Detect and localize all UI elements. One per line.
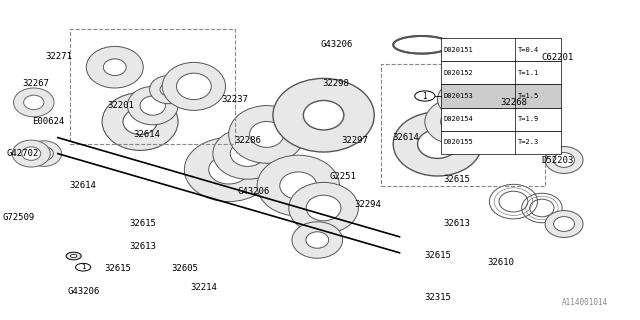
Ellipse shape [280, 172, 317, 199]
Text: C62201: C62201 [541, 53, 574, 62]
Ellipse shape [438, 81, 488, 118]
Ellipse shape [123, 109, 157, 135]
Text: 32286: 32286 [234, 136, 261, 145]
Text: E00624: E00624 [32, 117, 65, 126]
Text: 32298: 32298 [323, 79, 349, 88]
FancyBboxPatch shape [441, 84, 561, 108]
Text: 32214: 32214 [190, 284, 217, 292]
Ellipse shape [425, 99, 488, 145]
Text: G2251: G2251 [329, 172, 356, 180]
Ellipse shape [127, 86, 178, 125]
Text: 1: 1 [81, 264, 85, 270]
Ellipse shape [160, 83, 177, 96]
Ellipse shape [306, 232, 329, 248]
Ellipse shape [13, 88, 54, 117]
Ellipse shape [417, 130, 458, 158]
Text: 32237: 32237 [221, 95, 248, 104]
Ellipse shape [184, 138, 273, 202]
Text: 32615: 32615 [443, 175, 470, 184]
Ellipse shape [22, 147, 41, 160]
Ellipse shape [177, 73, 211, 100]
Ellipse shape [228, 106, 305, 163]
Ellipse shape [162, 62, 225, 110]
Ellipse shape [24, 95, 44, 109]
Text: 32315: 32315 [424, 293, 451, 302]
Ellipse shape [306, 195, 341, 221]
Ellipse shape [35, 147, 53, 161]
Text: G43206: G43206 [67, 287, 99, 296]
Text: A114001014: A114001014 [562, 298, 609, 307]
Ellipse shape [104, 59, 126, 76]
Text: G43206: G43206 [320, 40, 353, 49]
Ellipse shape [451, 91, 474, 108]
Ellipse shape [102, 93, 178, 150]
Text: T=1.5: T=1.5 [518, 93, 539, 99]
Ellipse shape [289, 182, 358, 234]
Text: 1: 1 [422, 92, 428, 100]
FancyBboxPatch shape [441, 131, 561, 154]
Ellipse shape [303, 100, 344, 130]
Text: T=0.4: T=0.4 [518, 47, 539, 53]
Text: 32615: 32615 [104, 264, 131, 273]
Ellipse shape [86, 46, 143, 88]
Ellipse shape [554, 153, 575, 167]
Text: T=2.3: T=2.3 [518, 139, 539, 145]
Text: 32613: 32613 [130, 242, 157, 251]
Ellipse shape [213, 128, 282, 179]
Text: 32614: 32614 [133, 130, 160, 139]
Circle shape [66, 252, 81, 260]
Text: 32610: 32610 [487, 258, 514, 267]
Text: G42702: G42702 [7, 149, 39, 158]
Text: 32201: 32201 [108, 101, 134, 110]
Ellipse shape [40, 151, 48, 156]
Ellipse shape [292, 222, 342, 258]
Text: 32605: 32605 [171, 264, 198, 273]
Ellipse shape [554, 217, 575, 231]
Ellipse shape [441, 110, 472, 133]
Ellipse shape [209, 155, 248, 184]
Text: G43206: G43206 [238, 188, 270, 196]
Text: 32271: 32271 [45, 52, 72, 60]
Ellipse shape [140, 96, 165, 115]
Ellipse shape [230, 141, 265, 166]
Text: 32615: 32615 [424, 252, 451, 260]
Ellipse shape [35, 147, 52, 160]
Ellipse shape [545, 211, 583, 237]
Text: D020155: D020155 [444, 139, 474, 145]
FancyBboxPatch shape [441, 38, 561, 61]
Text: 32268: 32268 [500, 98, 527, 107]
Text: T=1.9: T=1.9 [518, 116, 539, 122]
FancyBboxPatch shape [441, 61, 561, 84]
Ellipse shape [12, 140, 50, 167]
Ellipse shape [150, 76, 188, 104]
Ellipse shape [26, 141, 61, 166]
Circle shape [70, 254, 77, 258]
Ellipse shape [393, 112, 482, 176]
Text: D52203: D52203 [541, 156, 574, 164]
Text: 32267: 32267 [22, 79, 49, 88]
Text: G72509: G72509 [3, 213, 35, 222]
Text: 32297: 32297 [342, 136, 369, 145]
Text: T=1.1: T=1.1 [518, 70, 539, 76]
Ellipse shape [257, 155, 339, 216]
Text: 32615: 32615 [130, 220, 157, 228]
Text: 32613: 32613 [443, 220, 470, 228]
Text: D020154: D020154 [444, 116, 474, 122]
Text: 32294: 32294 [355, 200, 381, 209]
FancyBboxPatch shape [441, 108, 561, 131]
Ellipse shape [250, 122, 284, 148]
Text: 32614: 32614 [70, 181, 97, 190]
Text: D020153: D020153 [444, 93, 474, 99]
Ellipse shape [273, 78, 374, 152]
Text: D020151: D020151 [444, 47, 474, 53]
Text: D020152: D020152 [444, 70, 474, 76]
Ellipse shape [545, 147, 583, 173]
Text: 32614: 32614 [392, 133, 419, 142]
